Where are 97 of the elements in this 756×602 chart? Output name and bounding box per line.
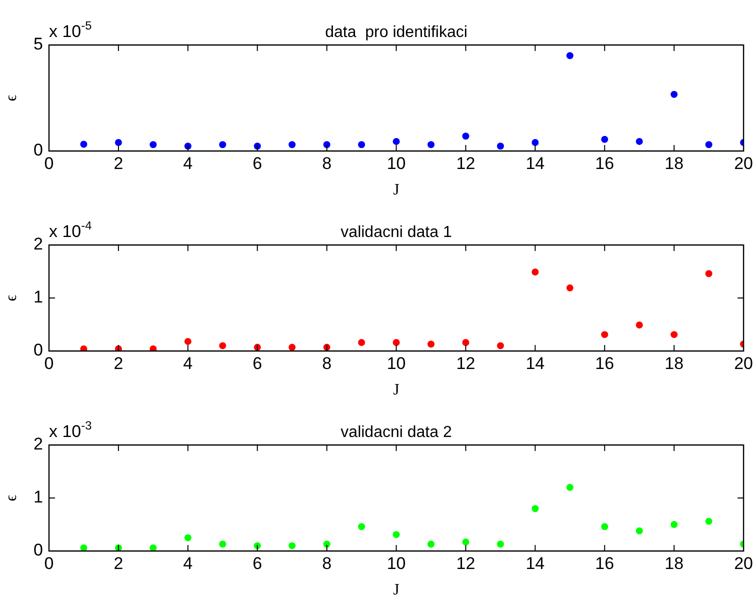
point [566,284,574,292]
point [80,140,88,148]
point [184,338,192,345]
x-tick-label: 16 [595,154,614,173]
x-tick-label: 6 [252,554,262,573]
point [428,340,434,348]
chart-title: validacni data 1 [340,224,452,241]
chart-title: data pro identifikaci [325,24,468,41]
point [80,544,88,551]
point [532,139,539,146]
point [670,521,678,528]
point [566,484,574,491]
point [219,342,226,350]
point [184,534,192,542]
point [392,138,400,145]
point [323,540,330,548]
point [705,518,712,525]
point [532,268,539,276]
point [532,505,539,512]
point [392,531,400,538]
point [705,141,712,148]
point [601,136,608,143]
x-tick-label: 6 [252,154,262,173]
point [358,523,366,530]
x-tick-label: 10 [386,354,406,373]
x-tick-label: 2 [114,554,124,573]
x-tick-label: 12 [456,154,476,173]
point [219,540,226,548]
x-axis-title: J [393,382,400,399]
x-tick-label: 2 [114,154,124,173]
x-tick-label: 8 [322,554,332,573]
x-tick-label: 6 [252,354,262,373]
point [288,141,296,148]
y-tick-label: 0 [34,540,43,560]
y-tick-label: 0 [34,140,43,160]
point [323,141,330,148]
point [496,142,504,150]
y-tick-label: 2 [34,234,43,254]
point [670,331,678,338]
x-tick-label: 18 [664,154,684,173]
x-tick-label: 14 [526,154,545,173]
point [150,345,157,351]
point [219,141,226,148]
x-tick-label: 8 [322,154,332,173]
point [150,141,157,148]
y-tick-label: 5 [34,34,43,54]
point [566,52,574,60]
x-tick-label: 14 [526,554,545,573]
y-tick-label: 2 [34,434,43,454]
x-tick-label: 10 [386,154,406,173]
y-tick-label: 0 [34,340,43,360]
chart-title: validacni data 2 [340,424,452,441]
point [288,344,296,351]
x-tick-label: 10 [386,554,406,573]
x-axis-title: J [393,582,400,599]
point [636,138,643,145]
x-tick-label: 18 [664,554,684,573]
x-tick-label: 16 [595,554,614,573]
x-tick-label: 12 [456,554,476,573]
x-axis-title: J [393,182,400,199]
point [496,342,504,350]
point [358,141,366,148]
point [392,339,400,346]
point [80,345,88,351]
y-tick-label: 1 [34,488,43,507]
x-tick-label: 4 [183,554,193,573]
point [114,139,122,146]
x-tick-label: 20 [734,154,754,173]
point [428,141,434,148]
point [288,542,296,550]
point [636,527,643,534]
x-tick-label: 8 [322,354,332,373]
y-tick-label: 1 [34,288,43,307]
point [462,132,470,140]
point [670,90,678,98]
point [636,322,643,329]
x-tick-label: 12 [456,354,476,373]
x-tick-label: 20 [734,554,754,573]
point [496,540,504,548]
x-tick-label: 4 [183,154,193,173]
y-axis-title: ϵ [2,294,20,302]
x-tick-label: 14 [526,354,545,373]
x-tick-label: 4 [183,354,193,373]
point [601,523,608,530]
point [428,540,434,548]
point [462,339,470,346]
point [705,270,712,278]
x-tick-label: 16 [595,354,614,373]
x-tick-label: 2 [114,354,124,373]
point [601,331,608,338]
x-tick-label: 20 [734,354,754,373]
y-axis-title: ϵ [2,494,20,502]
point [150,544,157,551]
point [462,538,470,546]
x-tick-label: 18 [664,354,684,373]
y-axis-title: ϵ [2,94,20,102]
point [358,339,366,346]
